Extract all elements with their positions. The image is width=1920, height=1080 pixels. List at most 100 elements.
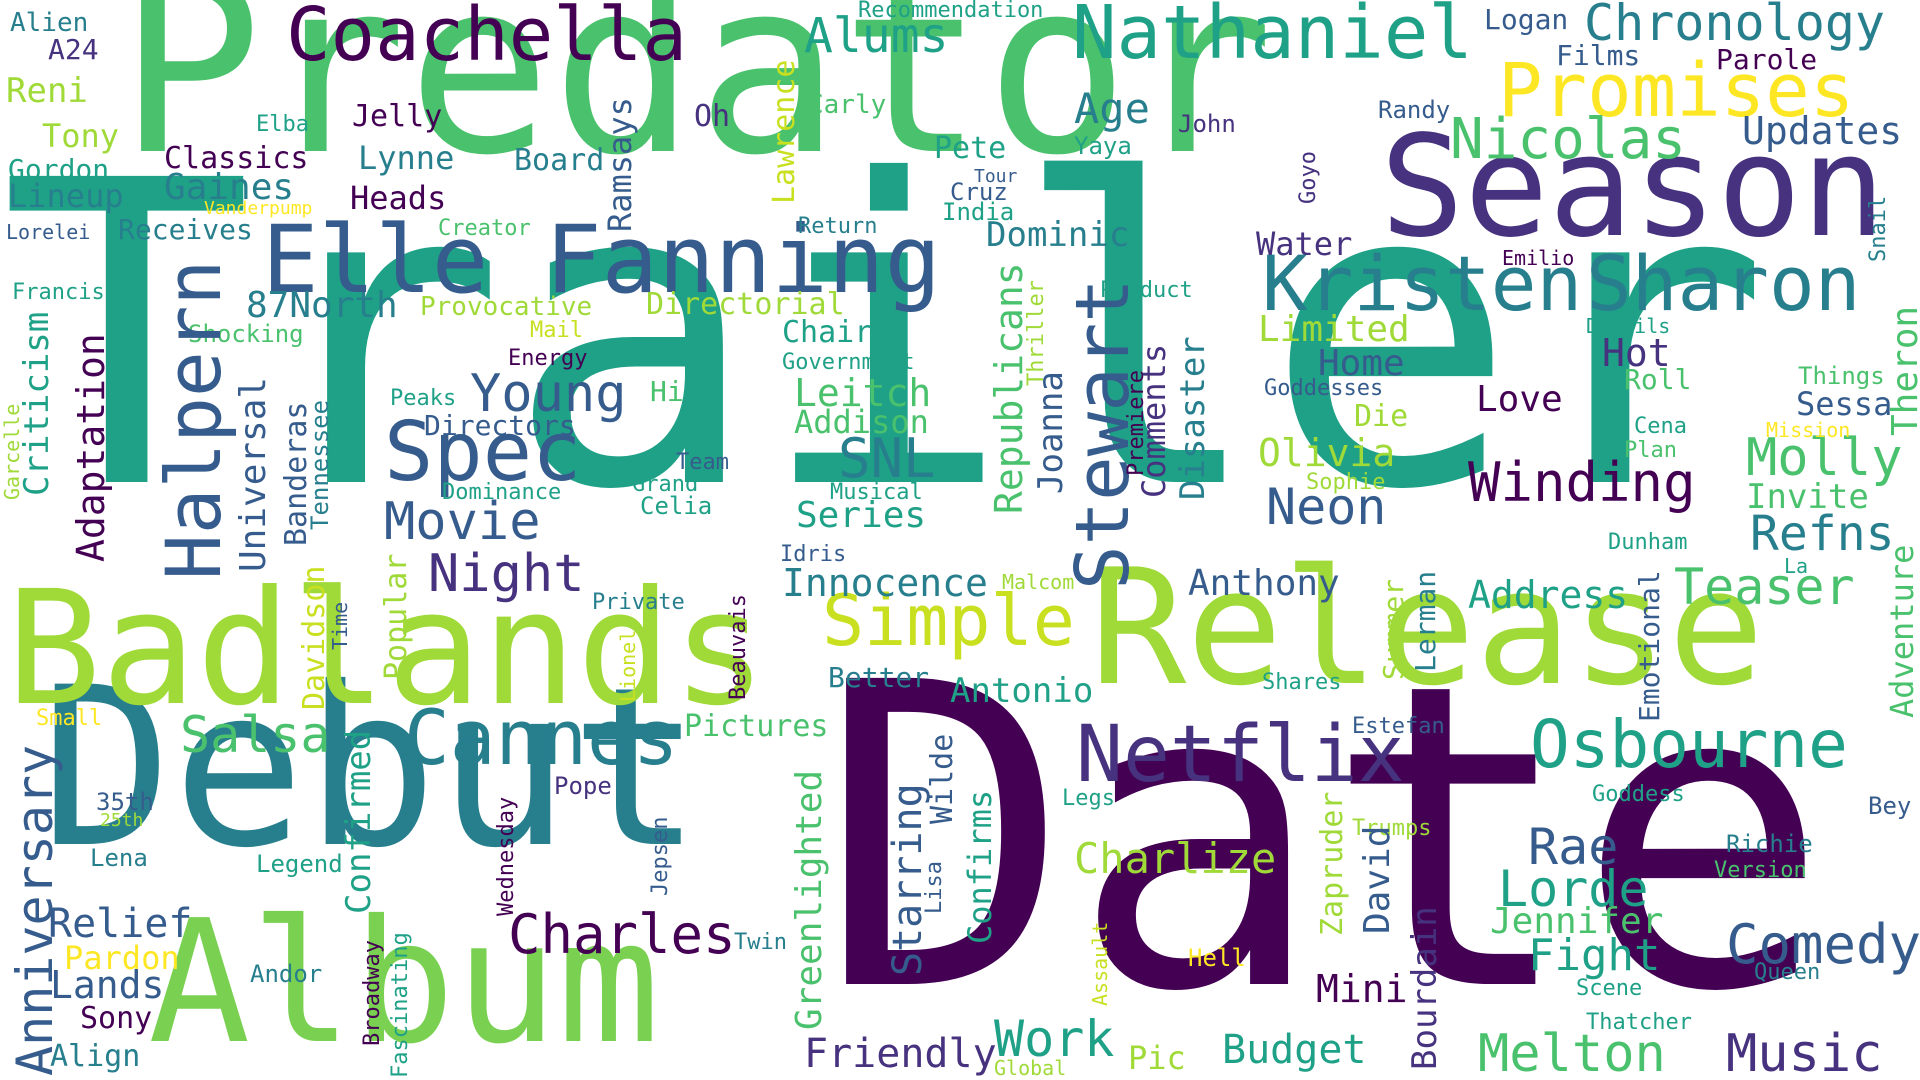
word-directors: Directors: [424, 409, 576, 442]
word-rae: Rae: [1528, 818, 1619, 876]
word-simple: Simple: [822, 580, 1075, 662]
word-mission: Mission: [1766, 418, 1851, 442]
word-gaines: Gaines: [164, 167, 295, 208]
word-dominic: Dominic: [986, 215, 1130, 255]
word-garcelle: Garcelle: [0, 403, 24, 500]
word-confirms: Confirms: [961, 789, 999, 944]
word-logan: Logan: [1484, 3, 1569, 36]
word-grand: Grand: [632, 472, 699, 497]
word-greenlighted: Greenlighted: [789, 769, 830, 1030]
word-pope: Pope: [554, 772, 612, 800]
word-hot: Hot: [1602, 331, 1671, 375]
word-relief: Relief: [48, 901, 193, 947]
word-pic: Pic: [1128, 1039, 1186, 1077]
word-pete: Pete: [934, 131, 1007, 166]
word-elle-fanning: Elle Fanning: [262, 206, 942, 315]
word-broadway: Broadway: [360, 940, 385, 1046]
word-adventure: Adventure: [1883, 544, 1920, 718]
word-theron: Theron: [1885, 305, 1920, 436]
word-updates: Updates: [1742, 109, 1903, 153]
word-snail: Snail: [1866, 195, 1891, 262]
word-chair: Chair: [782, 315, 873, 350]
word-small: Small: [36, 706, 103, 731]
word-emilio: Emilio: [1502, 246, 1575, 270]
word-oh: Oh: [694, 99, 731, 134]
word-lena: Lena: [90, 844, 148, 872]
word-peaks: Peaks: [390, 386, 457, 411]
word-better: Better: [828, 661, 930, 694]
word-coachella: Coachella: [286, 0, 687, 78]
word-align: Align: [50, 1039, 141, 1074]
word-celia: Celia: [640, 492, 713, 520]
word-olivia: Olivia: [1258, 431, 1396, 475]
word-global: Global: [994, 1056, 1067, 1080]
word-spec: Spec: [384, 405, 582, 500]
word-shocking: Shocking: [188, 320, 304, 348]
word-legs: Legs: [1062, 786, 1115, 811]
word-a24: A24: [48, 33, 99, 66]
word-classics: Classics: [164, 141, 309, 176]
word-estefan: Estefan: [1352, 714, 1445, 739]
word-teaser: Teaser: [1674, 558, 1855, 616]
word-roll: Roll: [1624, 363, 1692, 396]
word-comments: Comments: [1135, 343, 1173, 498]
word-adaptation: Adaptation: [69, 333, 113, 562]
word-alums: Alums: [804, 8, 949, 64]
word-dunham: Dunham: [1608, 530, 1688, 555]
word-series: Series: [796, 495, 927, 536]
word-return: Return: [798, 214, 878, 239]
word-nicolas: Nicolas: [1450, 107, 1687, 172]
word-hi: Hi: [650, 375, 684, 408]
word-beauvais: Beauvais: [726, 594, 751, 700]
word-recommendation: Recommendation: [858, 0, 1044, 23]
word-creator: Creator: [438, 216, 531, 241]
word-team: Team: [676, 450, 729, 475]
word-night: Night: [428, 544, 585, 604]
word-charles: Charles: [508, 903, 736, 966]
word-25th: 25th: [100, 810, 144, 831]
word-dominance: Dominance: [442, 480, 562, 505]
word-nathaniel: Nathaniel: [1072, 0, 1473, 76]
word-netflix: Netflix: [1076, 710, 1405, 800]
word-halpern: Halpern: [149, 259, 238, 580]
word-chronology: Chronology: [1584, 0, 1886, 52]
word-predator: Predator: [118, 0, 1274, 208]
word-government: Government: [782, 350, 915, 375]
word-goddesses: Goddesses: [1264, 376, 1384, 401]
word-queen: Queen: [1754, 960, 1821, 985]
word-lionel: Lionel: [616, 629, 640, 702]
word-promises: Promises: [1498, 48, 1855, 134]
word-shares: Shares: [1262, 670, 1342, 695]
word-thatcher: Thatcher: [1586, 1010, 1692, 1035]
word-release: Release: [1090, 534, 1765, 721]
word-product: Product: [1100, 278, 1193, 303]
word-limited: Limited: [1258, 309, 1410, 350]
word-bey: Bey: [1868, 792, 1912, 820]
word-charlize: Charlize: [1074, 834, 1277, 883]
word-things: Things: [1798, 362, 1885, 390]
word-invite: Invite: [1746, 477, 1869, 517]
word-heads: Heads: [350, 179, 447, 217]
word-gordon: Gordon: [8, 153, 110, 186]
word-carly: Carly: [808, 90, 887, 120]
word-richie: Richie: [1726, 830, 1813, 858]
word-cannes: Cannes: [404, 693, 679, 782]
word-antonio: Antonio: [950, 671, 1094, 711]
word-parole: Parole: [1716, 43, 1818, 76]
word-musical: Musical: [830, 480, 923, 505]
word-water: Water: [1256, 225, 1353, 263]
word-criticism: Criticism: [17, 311, 57, 496]
word-john: John: [1178, 110, 1236, 138]
word-universal: Universal: [233, 376, 274, 572]
word-pardon: Pardon: [64, 939, 180, 977]
word-work: Work: [994, 1010, 1115, 1068]
word-scene: Scene: [1576, 976, 1643, 1001]
word-thriller: Thriller: [1024, 280, 1049, 386]
word-mini: Mini: [1316, 967, 1408, 1011]
word-jennifer: Jennifer: [1490, 901, 1664, 942]
word-jepsen: Jepsen: [648, 816, 673, 896]
word-board: Board: [514, 143, 605, 178]
word-lisa: Lisa: [922, 861, 947, 914]
word-assault: Assault: [1088, 921, 1112, 1006]
